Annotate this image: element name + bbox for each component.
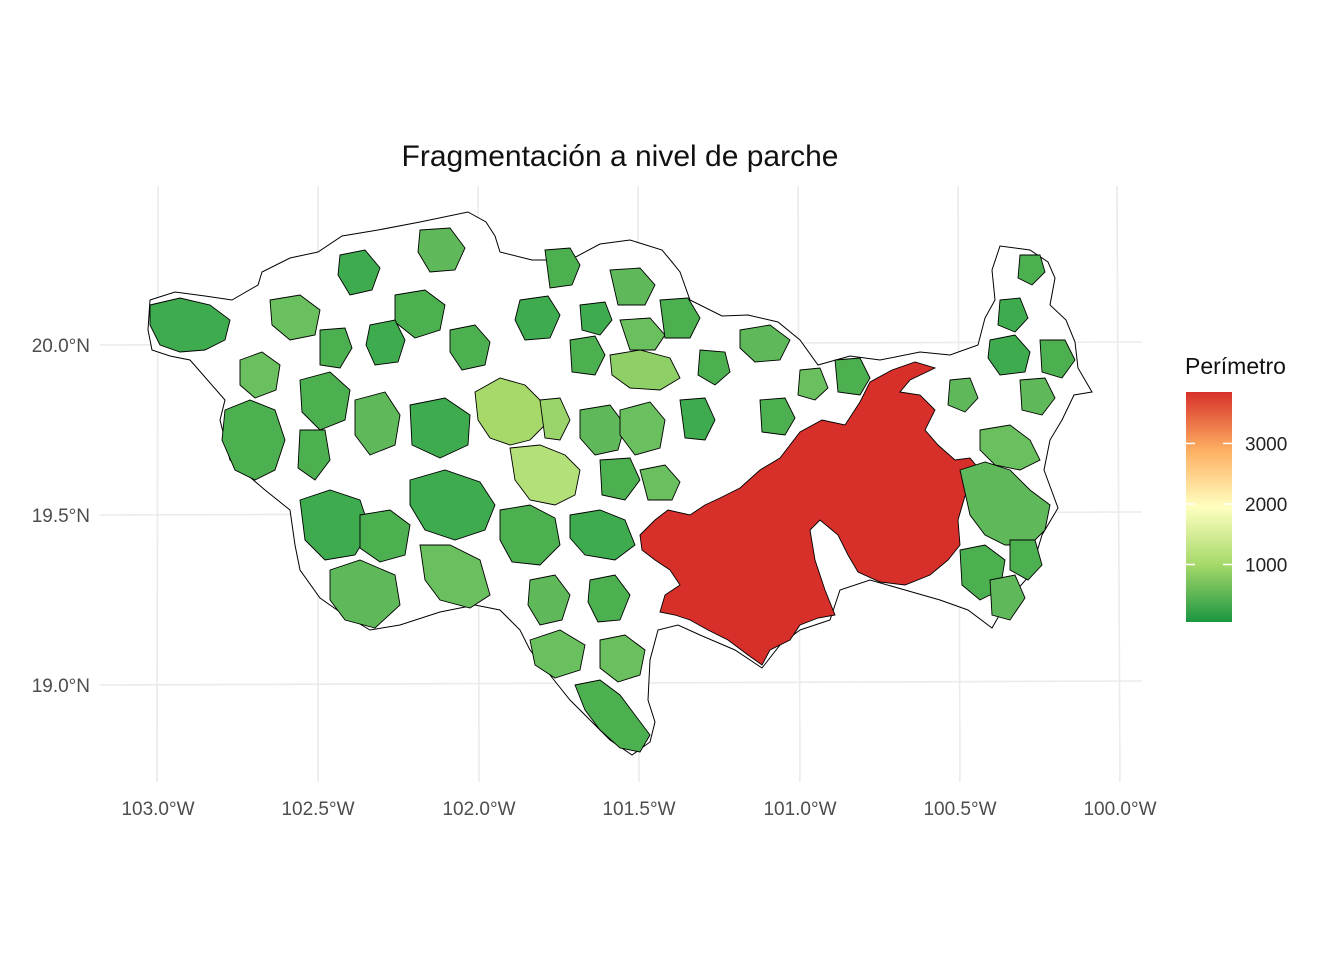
- x-tick-label: 101.0°W: [763, 799, 836, 820]
- y-tick-label: 20.0°N: [32, 336, 90, 357]
- high-perimeter-patch: [639, 361, 1001, 666]
- y-tick-label: 19.0°N: [32, 676, 90, 697]
- legend-tick-label: 2000: [1245, 495, 1287, 516]
- legend-title: Perímetro: [1185, 353, 1286, 379]
- x-tick-label: 101.5°W: [602, 799, 675, 820]
- x-axis-ticks: 103.0°W 102.5°W 102.0°W 101.5°W 101.0°W …: [121, 799, 1156, 820]
- y-tick-label: 19.5°N: [32, 506, 90, 527]
- x-tick-label: 102.0°W: [442, 799, 515, 820]
- legend-tick-label: 1000: [1245, 556, 1287, 577]
- x-tick-label: 100.5°W: [923, 799, 996, 820]
- x-tick-label: 100.0°W: [1083, 799, 1156, 820]
- legend-colorbar: [1186, 392, 1232, 622]
- x-tick-label: 102.5°W: [281, 799, 354, 820]
- legend: Perímetro 1000 2000 3000: [1185, 353, 1287, 622]
- legend-ticks: 1000 2000 3000: [1186, 434, 1287, 577]
- y-axis-ticks: 20.0°N 19.5°N 19.0°N: [32, 336, 90, 697]
- x-tick-label: 103.0°W: [121, 799, 194, 820]
- legend-tick-label: 3000: [1245, 434, 1287, 455]
- low-perimeter-patches: [149, 227, 1076, 753]
- map-title: Fragmentación a nivel de parche: [402, 140, 839, 173]
